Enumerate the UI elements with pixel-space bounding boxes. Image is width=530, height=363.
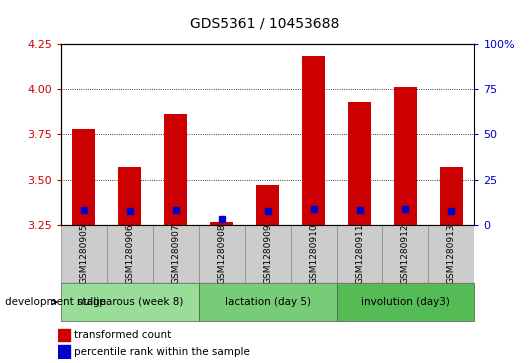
Bar [394,87,417,225]
Text: percentile rank within the sample: percentile rank within the sample [74,347,250,356]
Text: involution (day3): involution (day3) [361,297,450,307]
Bar [440,167,463,225]
Bar [153,225,199,283]
Bar [73,129,95,225]
Text: nulliparous (week 8): nulliparous (week 8) [77,297,183,307]
Bar [58,329,69,341]
Text: GSM1280907: GSM1280907 [171,224,180,285]
Text: GSM1280911: GSM1280911 [355,224,364,285]
Bar [107,225,153,283]
Text: GSM1280908: GSM1280908 [217,224,226,285]
Bar [302,56,325,225]
Bar [199,283,337,321]
Bar [337,225,383,283]
Bar [290,225,337,283]
Bar [61,283,199,321]
Bar [118,167,142,225]
Bar [164,114,187,225]
Text: development stage: development stage [5,297,107,307]
Text: GSM1280910: GSM1280910 [309,224,318,285]
Bar [337,283,474,321]
Text: GSM1280905: GSM1280905 [80,224,89,285]
Text: lactation (day 5): lactation (day 5) [225,297,311,307]
Bar [256,185,279,225]
Text: GSM1280909: GSM1280909 [263,224,272,285]
Bar [61,225,107,283]
Bar [348,102,371,225]
Bar [210,222,233,225]
Bar [383,225,428,283]
Bar [245,225,290,283]
Text: GSM1280912: GSM1280912 [401,224,410,284]
Text: GSM1280906: GSM1280906 [126,224,134,285]
Bar [428,225,474,283]
Bar [58,345,69,358]
Text: transformed count: transformed count [74,330,171,340]
Text: GDS5361 / 10453688: GDS5361 / 10453688 [190,16,340,30]
Bar [199,225,245,283]
Text: GSM1280913: GSM1280913 [447,224,456,285]
